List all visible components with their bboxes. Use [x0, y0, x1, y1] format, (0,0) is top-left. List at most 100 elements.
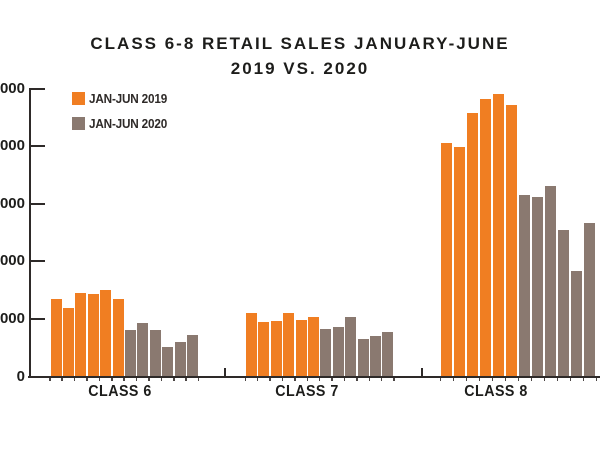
bar-class8-2020-m3	[545, 185, 557, 376]
y-axis-tick-label: 0	[16, 367, 25, 385]
bar-class8-2019-m3	[467, 112, 479, 376]
y-axis-tick-label: 000	[0, 252, 25, 270]
x-axis-minor-tick	[556, 378, 558, 381]
x-axis-minor-tick	[123, 378, 125, 381]
y-axis-tick-label: 000	[0, 309, 25, 327]
x-axis-minor-tick	[73, 378, 76, 381]
chart-title-line1: CLASS 6-8 RETAIL SALES JANUARY-JUNE	[90, 34, 510, 53]
legend-swatch-2020-icon	[72, 117, 85, 130]
chart-title: CLASS 6-8 RETAIL SALES JANUARY-JUNE 2019…	[0, 31, 600, 81]
legend-item-2019: JAN-JUN 2019	[72, 91, 172, 106]
bar-class7-2019-m3	[270, 321, 282, 376]
x-axis-minor-tick	[61, 378, 63, 381]
bar-class6-2020-m6	[186, 335, 198, 376]
legend-item-2020: JAN-JUN 2020	[72, 116, 172, 131]
x-axis-minor-tick	[465, 378, 467, 381]
x-label-class8: CLASS 8	[464, 383, 528, 400]
bar-class8-2020-m6	[584, 222, 596, 376]
x-axis-minor-tick	[173, 378, 175, 381]
x-axis-minor-tick	[504, 378, 506, 381]
x-axis-minor-tick	[478, 378, 480, 381]
chart-title-line2: 2019 VS. 2020	[230, 59, 370, 78]
bar-class8-2020-m4	[558, 230, 570, 376]
x-axis-minor-tick	[595, 378, 597, 381]
x-axis-minor-tick	[86, 378, 88, 381]
x-axis-minor-tick	[244, 378, 246, 381]
x-axis-minor-tick	[343, 378, 346, 381]
y-axis-tick-label: 000	[0, 194, 25, 212]
x-axis-minor-tick	[530, 378, 532, 381]
x-axis-minor-tick	[281, 378, 284, 381]
y-axis-tick-label: 000	[0, 79, 25, 97]
x-axis-minor-tick	[517, 378, 519, 381]
x-axis-separator-tick	[224, 368, 226, 376]
bar-class6-2019-m2	[62, 308, 74, 376]
bar-class6-2019-m4	[87, 294, 99, 376]
legend-label-2020: JAN-JUN 2020	[89, 116, 168, 131]
bar-class7-2019-m2	[258, 322, 270, 376]
x-axis-minor-tick	[452, 378, 454, 381]
x-axis-minor-tick	[135, 378, 138, 381]
bar-class6-2020-m5	[174, 342, 186, 376]
x-axis-minor-tick	[148, 378, 150, 381]
legend: JAN-JUN 2019 JAN-JUN 2020	[72, 92, 172, 142]
bar-class7-2020-m5	[370, 335, 381, 376]
x-axis-minor-tick	[331, 378, 333, 381]
bar-class8-2019-m5	[493, 94, 505, 376]
x-axis-minor-tick	[197, 378, 200, 381]
legend-label-2019: JAN-JUN 2019	[89, 91, 168, 106]
x-axis-minor-tick	[160, 378, 163, 381]
x-axis-minor-tick	[256, 378, 259, 381]
bar-class6-2020-m4	[162, 347, 174, 376]
y-axis-tick	[29, 145, 45, 148]
bar-class6-2019-m1	[50, 299, 62, 376]
bar-class7-2019-m1	[246, 313, 257, 376]
x-axis-minor-tick	[569, 378, 571, 381]
y-axis-tick	[29, 87, 45, 90]
x-axis-minor-tick	[393, 378, 395, 381]
bar-class7-2020-m4	[357, 338, 369, 376]
bar-class7-2020-m3	[345, 316, 357, 376]
x-axis-separator-tick	[421, 368, 423, 376]
bar-class8-2020-m2	[532, 197, 544, 376]
x-axis-minor-tick	[185, 378, 187, 381]
x-axis-minor-tick	[111, 378, 113, 381]
x-axis-minor-tick	[49, 378, 51, 381]
x-axis-minor-tick	[269, 378, 271, 381]
bar-class7-2019-m5	[295, 319, 307, 376]
bar-class6-2019-m3	[75, 293, 87, 376]
legend-swatch-2019-icon	[72, 92, 85, 105]
x-axis-line	[28, 376, 600, 378]
bar-class6-2019-m5	[100, 290, 112, 376]
bar-class7-2019-m4	[283, 312, 295, 376]
y-axis-line	[29, 88, 31, 378]
bar-class7-2020-m2	[332, 327, 344, 376]
y-axis-tick	[29, 260, 45, 263]
y-axis-tick-label: 000	[0, 137, 25, 155]
bar-class6-2020-m3	[149, 330, 161, 376]
y-axis-tick	[29, 317, 45, 320]
bar-class6-2020-m1	[124, 330, 136, 376]
bar-class7-2020-m6	[382, 331, 394, 376]
x-axis-minor-tick	[356, 378, 358, 381]
x-axis-minor-tick	[582, 378, 584, 381]
x-label-class6: CLASS 6	[88, 383, 152, 400]
bar-class7-2019-m6	[308, 317, 319, 376]
bar-class7-2020-m1	[320, 329, 332, 376]
bar-class8-2019-m1	[441, 143, 453, 376]
bar-class8-2019-m2	[454, 147, 466, 376]
bar-class8-2019-m4	[480, 98, 492, 376]
x-label-class7: CLASS 7	[275, 383, 339, 400]
y-axis-tick	[29, 375, 45, 378]
bar-class6-2020-m2	[137, 323, 149, 376]
x-axis-minor-tick	[98, 378, 101, 381]
x-axis-minor-tick	[439, 378, 441, 381]
x-axis-minor-tick	[306, 378, 308, 381]
x-axis-minor-tick	[543, 378, 545, 381]
x-axis-minor-tick	[318, 378, 321, 381]
bar-class8-2020-m5	[571, 270, 583, 376]
bar-class6-2019-m6	[112, 299, 124, 376]
x-axis-minor-tick	[491, 378, 493, 381]
y-axis-tick	[29, 202, 45, 205]
